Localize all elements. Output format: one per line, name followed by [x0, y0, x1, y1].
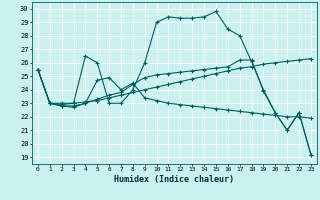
X-axis label: Humidex (Indice chaleur): Humidex (Indice chaleur) — [115, 175, 234, 184]
